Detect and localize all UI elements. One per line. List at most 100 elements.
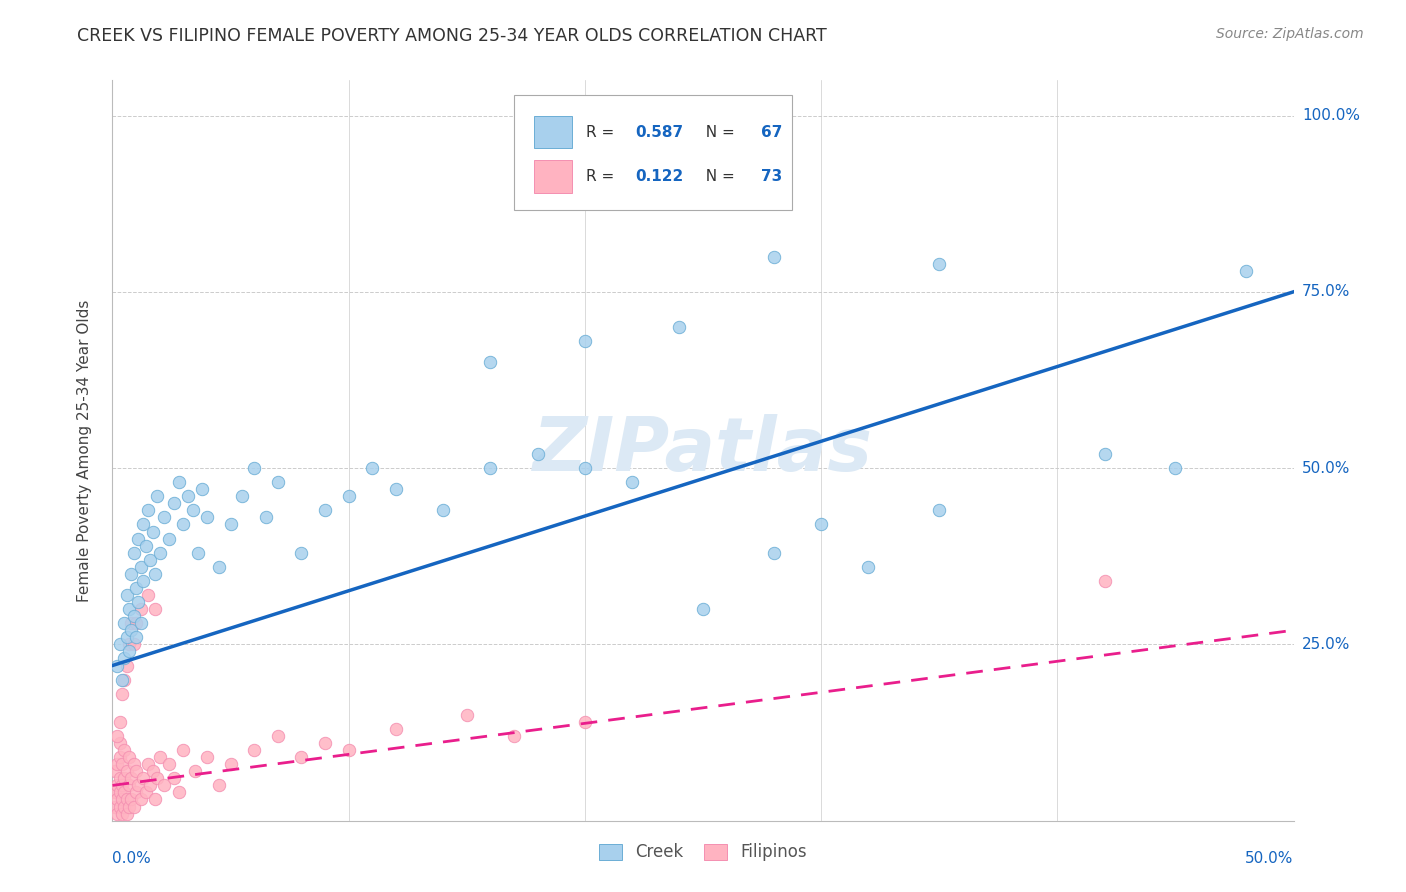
Point — [290, 750, 312, 764]
Point — [105, 757, 128, 772]
Point — [337, 743, 360, 757]
Point — [1094, 447, 1116, 461]
Point — [762, 546, 785, 560]
Point — [136, 757, 159, 772]
Point — [153, 778, 176, 792]
Point — [208, 559, 231, 574]
Point — [108, 637, 131, 651]
Point — [337, 489, 360, 503]
Point — [479, 355, 502, 369]
Point — [118, 799, 141, 814]
Point — [112, 799, 135, 814]
Point — [118, 644, 141, 658]
Point — [125, 616, 148, 631]
Point — [668, 320, 690, 334]
Point — [136, 588, 159, 602]
Point — [118, 778, 141, 792]
Point — [762, 250, 785, 264]
Point — [122, 637, 145, 651]
Point — [621, 475, 644, 490]
Point — [149, 750, 172, 764]
Point — [112, 673, 135, 687]
Point — [108, 714, 131, 729]
Point — [111, 687, 134, 701]
Text: CREEK VS FILIPINO FEMALE POVERTY AMONG 25-34 YEAR OLDS CORRELATION CHART: CREEK VS FILIPINO FEMALE POVERTY AMONG 2… — [77, 27, 827, 45]
Point — [111, 757, 134, 772]
Point — [127, 595, 149, 609]
Point — [361, 461, 384, 475]
Point — [111, 806, 134, 821]
Point — [111, 792, 134, 806]
FancyBboxPatch shape — [515, 95, 792, 210]
Point — [314, 503, 336, 517]
Point — [167, 785, 190, 799]
Text: R =: R = — [586, 169, 619, 184]
Point — [267, 729, 290, 743]
Point — [108, 750, 131, 764]
Point — [104, 764, 127, 779]
Point — [858, 559, 880, 574]
Text: 0.0%: 0.0% — [112, 851, 152, 866]
Point — [132, 517, 155, 532]
Point — [146, 772, 169, 786]
Point — [132, 574, 155, 588]
Point — [1094, 574, 1116, 588]
Point — [104, 799, 127, 814]
Point — [118, 750, 141, 764]
Point — [112, 785, 135, 799]
Point — [146, 489, 169, 503]
Point — [143, 792, 166, 806]
Point — [120, 772, 142, 786]
Text: 100.0%: 100.0% — [1302, 108, 1360, 123]
Point — [574, 334, 596, 348]
Point — [195, 750, 218, 764]
Point — [129, 559, 152, 574]
Point — [112, 616, 135, 631]
Text: N =: N = — [696, 169, 740, 184]
Point — [108, 772, 131, 786]
Point — [385, 722, 408, 736]
Point — [125, 764, 148, 779]
Point — [574, 714, 596, 729]
Point — [120, 624, 142, 638]
Point — [115, 806, 138, 821]
Point — [111, 778, 134, 792]
Point — [928, 503, 950, 517]
Text: 25.0%: 25.0% — [1302, 637, 1350, 652]
Point — [108, 785, 131, 799]
Point — [314, 736, 336, 750]
Point — [149, 546, 172, 560]
Point — [526, 447, 548, 461]
Point — [129, 616, 152, 631]
Point — [135, 785, 157, 799]
Point — [157, 757, 180, 772]
Point — [163, 496, 186, 510]
Point — [208, 778, 231, 792]
Point — [129, 792, 152, 806]
Text: 0.587: 0.587 — [636, 125, 683, 140]
Point — [120, 616, 142, 631]
Point — [1234, 263, 1257, 277]
Point — [157, 532, 180, 546]
Point — [105, 806, 128, 821]
FancyBboxPatch shape — [534, 161, 572, 193]
Point — [184, 764, 207, 779]
Point — [105, 729, 128, 743]
Point — [456, 707, 478, 722]
Point — [115, 792, 138, 806]
Point — [125, 630, 148, 644]
Text: 50.0%: 50.0% — [1246, 851, 1294, 866]
Point — [181, 503, 204, 517]
Point — [191, 482, 214, 496]
Point — [111, 673, 134, 687]
Point — [143, 566, 166, 581]
Point — [104, 785, 127, 799]
Point — [127, 778, 149, 792]
Text: Source: ZipAtlas.com: Source: ZipAtlas.com — [1216, 27, 1364, 41]
Point — [108, 736, 131, 750]
Point — [120, 566, 142, 581]
Point — [267, 475, 290, 490]
Point — [112, 772, 135, 786]
Text: 73: 73 — [761, 169, 782, 184]
Point — [132, 772, 155, 786]
